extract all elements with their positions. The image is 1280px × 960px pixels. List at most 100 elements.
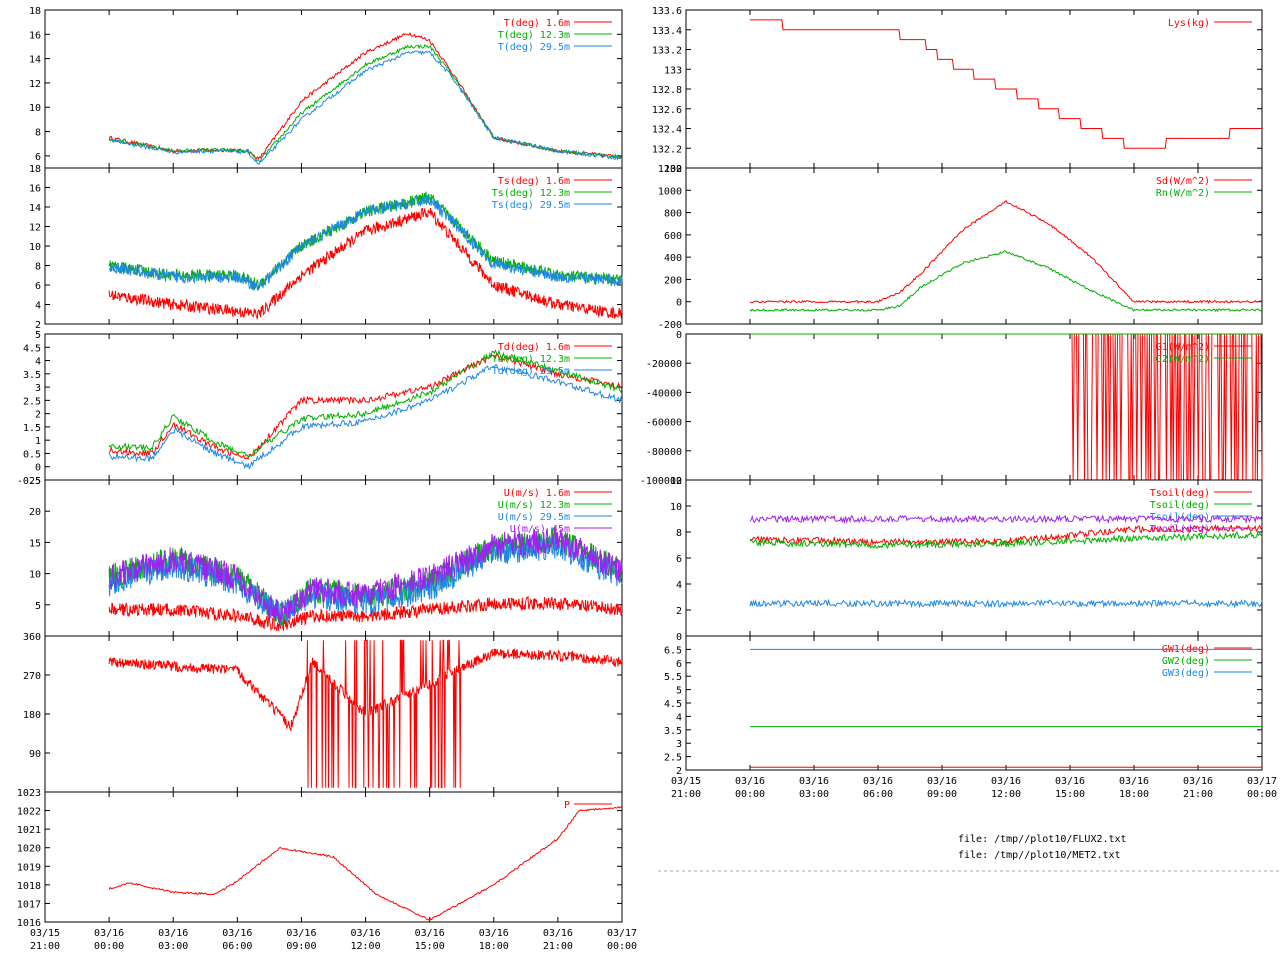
xtick-date-right: 03/16: [991, 776, 1021, 787]
panel-frame-Rad: [685, 167, 1263, 325]
ytick-label-G: -20000: [646, 359, 682, 370]
xtick-date-right: 03/15: [671, 776, 701, 787]
ytick-label-Td: 3: [35, 383, 41, 394]
footer-file-1: file: /tmp//plot10/FLUX2.txt: [958, 834, 1127, 845]
ytick-label-GW: 6: [676, 659, 682, 670]
ytick-label-Td: 4.5: [23, 343, 41, 354]
xtick-date-left: 03/16: [286, 928, 316, 939]
xtick-time-left: 12:00: [351, 941, 381, 952]
xtick-date-right: 03/16: [927, 776, 957, 787]
series-line-T-2: [108, 50, 623, 165]
xtick-date-right: 03/16: [863, 776, 893, 787]
xtick-date-left: 03/16: [479, 928, 509, 939]
ytick-label-U: 25: [29, 476, 41, 487]
series-line-U-0: [108, 595, 623, 632]
xtick-date-right: 03/16: [1055, 776, 1085, 787]
xtick-date-left: 03/15: [30, 928, 60, 939]
ytick-label-T: 14: [29, 55, 41, 66]
xtick-time-right: 00:00: [735, 789, 765, 800]
ytick-label-Rad: 1200: [658, 164, 682, 175]
ytick-label-GW: 6.5: [664, 645, 682, 656]
xtick-time-left: 00:00: [94, 941, 124, 952]
series-line-Td-2: [108, 364, 623, 471]
ytick-label-Td: 1: [35, 436, 41, 447]
ytick-label-WD: 180: [23, 710, 41, 721]
ytick-label-G: -40000: [646, 388, 682, 399]
xtick-time-right: 21:00: [671, 789, 701, 800]
ytick-label-Ts: 16: [29, 184, 41, 195]
xtick-time-right: 21:00: [1183, 789, 1213, 800]
ytick-label-P: 1016: [17, 918, 41, 929]
ytick-label-Lys: 132.8: [652, 85, 682, 96]
series-line-Tsoil-3: [749, 514, 1263, 525]
ytick-label-Lys: 132.4: [652, 125, 682, 136]
legend-label-U-1: U(m/s) 12.3m: [498, 500, 570, 511]
xtick-time-left: 21:00: [543, 941, 573, 952]
legend-label-Ts-2: Ts(deg) 29.5m: [492, 200, 570, 211]
ytick-label-Tsoil: 8: [676, 528, 682, 539]
ytick-label-Td: 0.5: [23, 449, 41, 460]
xtick-date-right: 03/16: [1183, 776, 1213, 787]
ytick-label-Td: 3.5: [23, 370, 41, 381]
xtick-date-right: 03/16: [799, 776, 829, 787]
xtick-time-left: 03:00: [158, 941, 188, 952]
footer-file-2: file: /tmp//plot10/MET2.txt: [958, 850, 1121, 861]
ytick-label-T: 18: [29, 6, 41, 17]
ytick-label-Td: 1.5: [23, 423, 41, 434]
ytick-label-Rad: 400: [664, 253, 682, 264]
ytick-label-P: 1022: [17, 807, 41, 818]
ytick-label-T: 6: [35, 152, 41, 163]
ytick-label-Ts: 14: [29, 203, 41, 214]
ytick-label-Rad: 600: [664, 231, 682, 242]
ytick-label-Tsoil: 10: [670, 502, 682, 513]
ytick-label-Ts: 8: [35, 262, 41, 273]
xtick-date-right: 03/16: [735, 776, 765, 787]
xtick-time-right: 00:00: [1247, 789, 1277, 800]
xtick-date-left: 03/16: [543, 928, 573, 939]
ytick-label-Tsoil: 12: [670, 476, 682, 487]
ytick-label-Ts: 2: [35, 320, 41, 331]
ytick-label-T: 12: [29, 79, 41, 90]
ytick-label-WD: 90: [29, 749, 41, 760]
xtick-time-left: 09:00: [286, 941, 316, 952]
ytick-label-GW: 4: [676, 712, 682, 723]
series-line-Td-1: [108, 349, 623, 458]
ytick-label-Td: 2: [35, 410, 41, 421]
ytick-label-Td: -0.5: [17, 476, 41, 487]
series-line-WD-0: [108, 639, 623, 789]
ytick-label-Lys: 133: [664, 65, 682, 76]
ytick-label-Td: 5: [35, 330, 41, 341]
panel-frame-P: [44, 791, 623, 923]
ytick-label-G: -100000: [640, 476, 682, 487]
ytick-label-Ts: 6: [35, 281, 41, 292]
ytick-label-P: 1019: [17, 862, 41, 873]
xtick-time-left: 21:00: [30, 941, 60, 952]
ytick-label-T: 10: [29, 103, 41, 114]
panel-frame-Lys: [685, 9, 1263, 169]
ytick-label-U: 20: [29, 507, 41, 518]
series-line-Tsoil-2: [749, 598, 1263, 609]
ytick-label-Td: 4: [35, 357, 41, 368]
ytick-label-Tsoil: 6: [676, 554, 682, 565]
legend-label-Tsoil-0: Tsoil(deg): [1150, 488, 1210, 499]
legend-label-Td-1: Td(deg) 12.3m: [492, 354, 570, 365]
legend-label-Ts-0: Ts(deg) 1.6m: [498, 176, 570, 187]
ytick-label-GW: 3.5: [664, 726, 682, 737]
xtick-date-right: 03/16: [1119, 776, 1149, 787]
ytick-label-P: 1021: [17, 825, 41, 836]
legend-label-Tsoil-1: Tsoil(deg): [1150, 500, 1210, 511]
series-line-T-1: [108, 43, 623, 163]
ytick-label-Rad: 0: [676, 298, 682, 309]
ytick-label-P: 1020: [17, 844, 41, 855]
legend-label-G-0: G1(W/m^2): [1156, 342, 1210, 353]
ytick-label-GW: 4.5: [664, 699, 682, 710]
legend-label-Td-0: Td(deg) 1.6m: [498, 342, 570, 353]
ytick-label-G: -80000: [646, 447, 682, 458]
ytick-label-GW: 3: [676, 739, 682, 750]
ytick-label-WD: 270: [23, 671, 41, 682]
xtick-date-left: 03/17: [607, 928, 637, 939]
ytick-label-Lys: 133.6: [652, 6, 682, 17]
legend-label-Td-2: Td(deg) 29.5m: [492, 366, 570, 377]
ytick-label-Lys: 133.2: [652, 46, 682, 57]
